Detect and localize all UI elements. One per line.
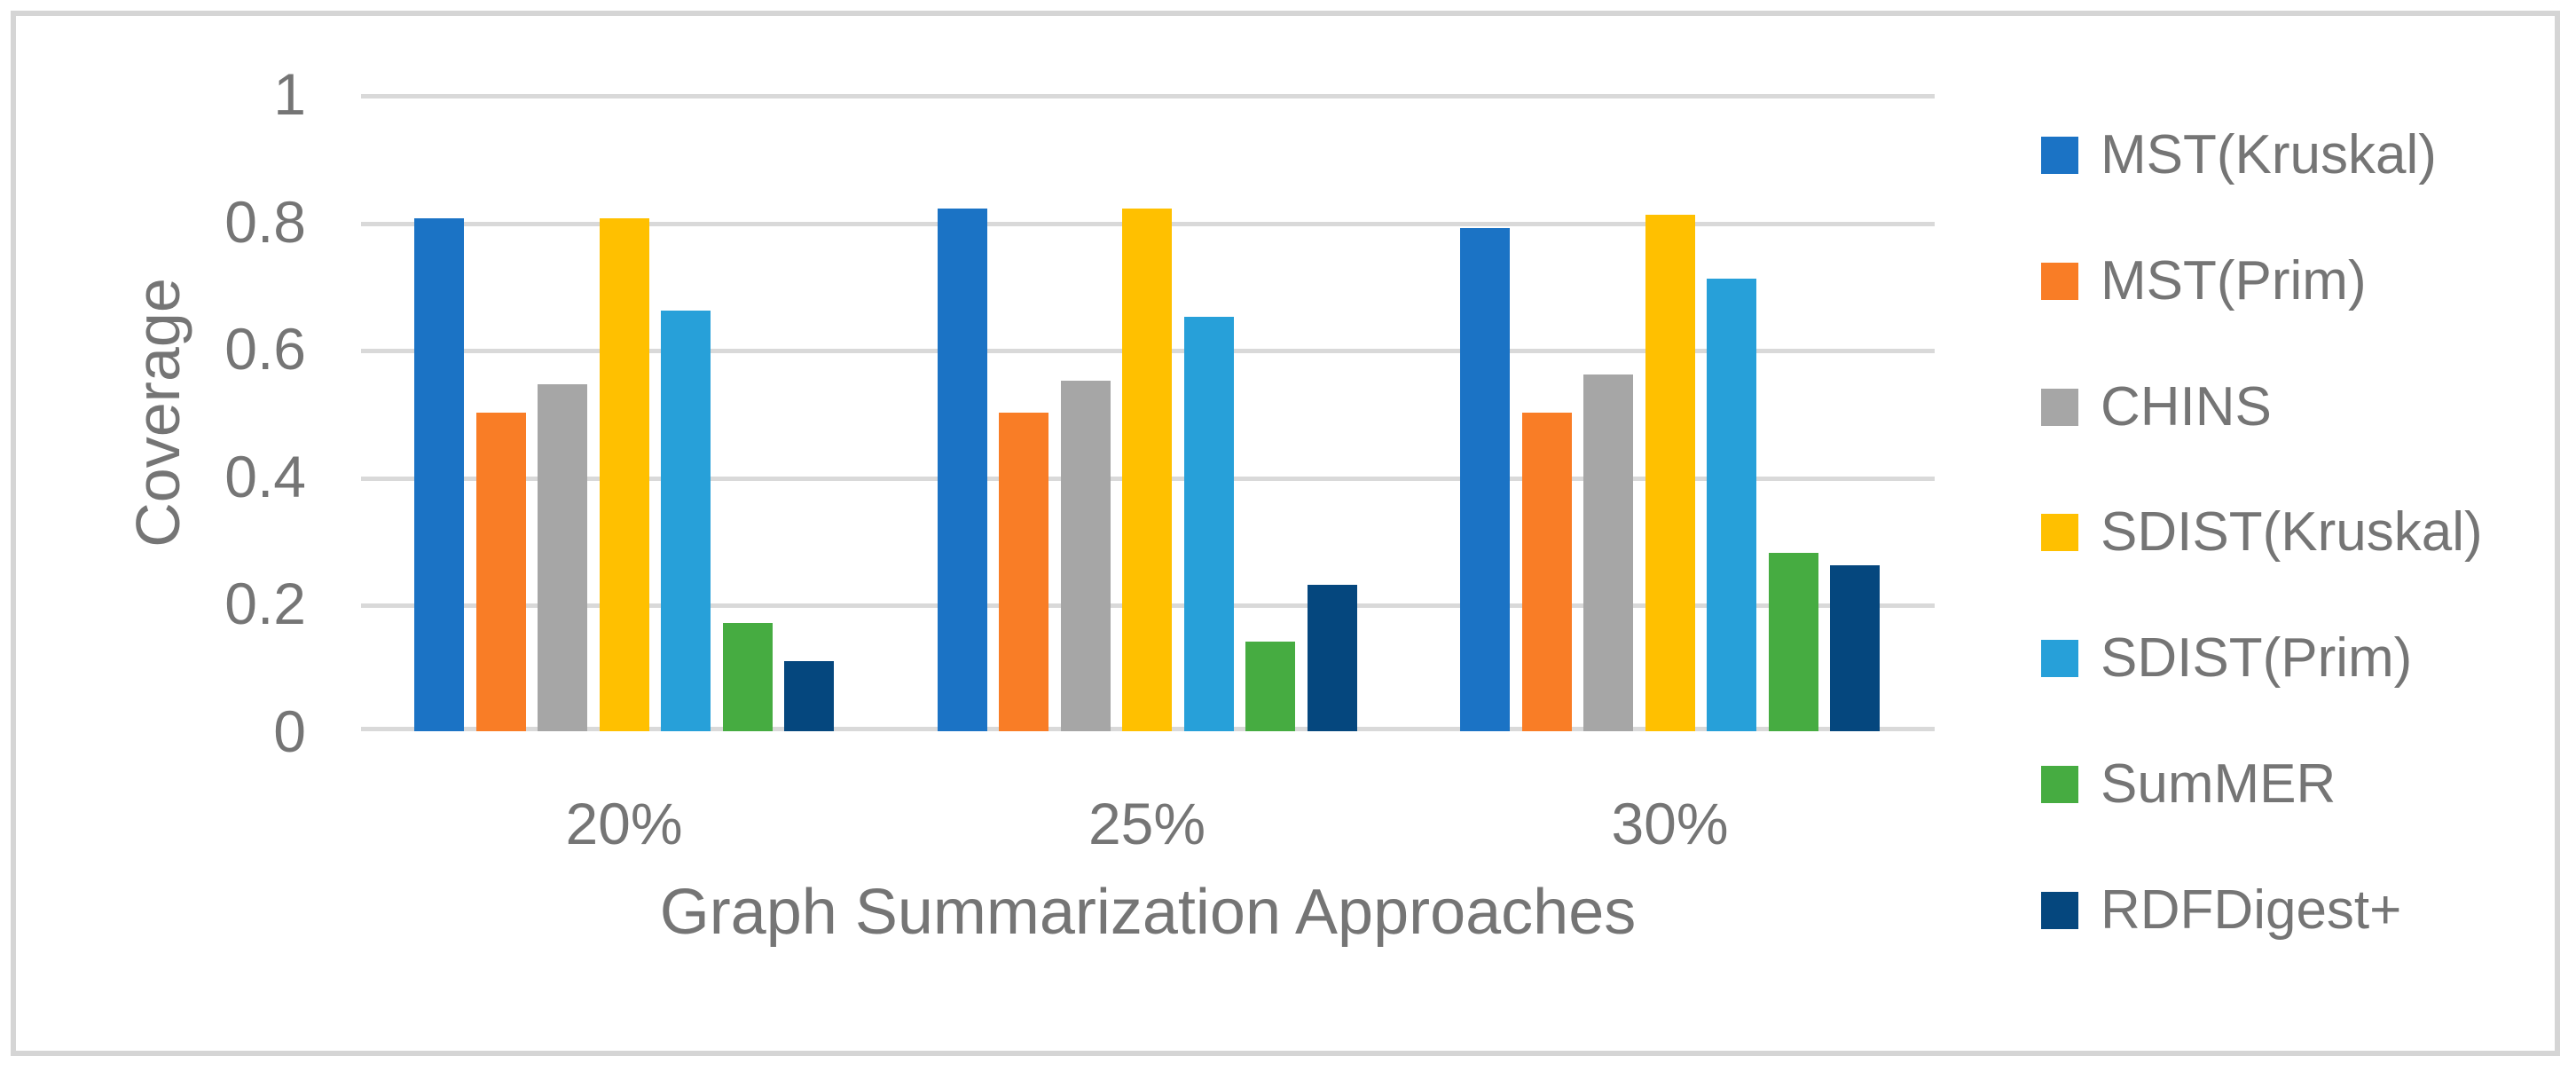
bar xyxy=(1768,552,1818,731)
legend-item: SDIST(Prim) xyxy=(2041,623,2538,694)
y-tick-label: 0.2 xyxy=(224,571,306,637)
bar xyxy=(1245,642,1295,731)
legend-swatch xyxy=(2041,262,2078,300)
legend-item: RDFDigest+ xyxy=(2041,875,2538,946)
bar xyxy=(1183,317,1234,731)
gridline xyxy=(361,94,1935,99)
bar xyxy=(1583,374,1633,731)
y-tick-label: 0.6 xyxy=(224,316,306,382)
bar xyxy=(784,661,834,731)
x-category-label: 25% xyxy=(1088,791,1206,856)
legend-label: SDIST(Kruskal) xyxy=(2101,501,2483,564)
legend-label: MST(Prim) xyxy=(2101,249,2367,311)
bar xyxy=(1060,381,1111,731)
bar xyxy=(414,218,464,731)
bar xyxy=(1830,565,1880,731)
legend-swatch xyxy=(2041,137,2078,174)
legend-item: SumMER xyxy=(2041,749,2538,820)
legend-item: SDIST(Kruskal) xyxy=(2041,497,2538,568)
bar xyxy=(661,311,711,731)
legend-swatch xyxy=(2041,640,2078,678)
bar xyxy=(937,209,987,731)
legend-item: MST(Prim) xyxy=(2041,246,2538,317)
legend-label: CHINS xyxy=(2101,375,2272,437)
bar xyxy=(1645,215,1695,731)
bar xyxy=(1122,209,1172,731)
legend-swatch xyxy=(2041,388,2078,426)
bar xyxy=(722,622,773,731)
y-tick-label: 0 xyxy=(273,698,306,764)
y-tick-label: 1 xyxy=(273,61,306,127)
legend-label: MST(Kruskal) xyxy=(2101,124,2437,185)
bar xyxy=(599,218,649,731)
bar xyxy=(1707,279,1756,731)
x-category-label: 30% xyxy=(1611,791,1729,856)
bar xyxy=(475,413,526,731)
y-tick-label: 0.8 xyxy=(224,188,306,255)
bar xyxy=(538,383,587,731)
legend-item: CHINS xyxy=(2041,372,2538,443)
chart-outer-border xyxy=(11,11,2560,1056)
y-tick-label: 0.4 xyxy=(224,443,306,509)
bar xyxy=(999,413,1048,731)
legend-label: RDFDigest+ xyxy=(2101,879,2402,941)
legend-item: MST(Kruskal) xyxy=(2041,120,2538,191)
x-axis-title: Graph Summarization Approaches xyxy=(659,877,1637,948)
legend-swatch xyxy=(2041,766,2078,803)
plot-area xyxy=(361,94,1935,736)
bar xyxy=(1460,227,1510,731)
legend-swatch xyxy=(2041,891,2078,929)
legend-label: SumMER xyxy=(2101,753,2336,815)
legend-label: SDIST(Prim) xyxy=(2101,627,2413,690)
x-category-label: 20% xyxy=(565,791,683,856)
bar xyxy=(1307,584,1357,731)
bar xyxy=(1521,413,1572,731)
legend-swatch xyxy=(2041,514,2078,552)
